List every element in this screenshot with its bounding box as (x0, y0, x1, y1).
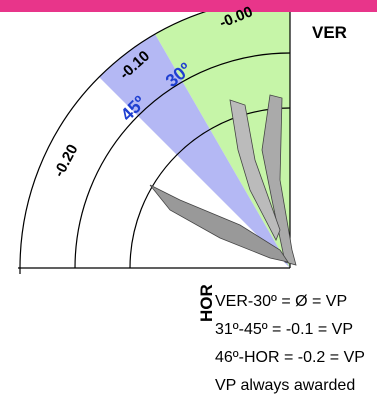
legend-line: 31º-45º = -0.1 = VP (215, 321, 353, 338)
legend-line: VP always awarded (215, 377, 355, 394)
legend-line: VER-30º = Ø = VP (215, 293, 347, 310)
top-bar (0, 0, 377, 12)
zone-label: -0.20 (51, 142, 82, 180)
diagram: VER -0.00 -0.10 -0.20 30º 45º HOR VER-30… (0, 0, 377, 405)
horizontal-label: HOR (197, 284, 216, 322)
vertical-label: VER (312, 23, 347, 42)
legend-line: 46º-HOR = -0.2 = VP (215, 349, 365, 366)
